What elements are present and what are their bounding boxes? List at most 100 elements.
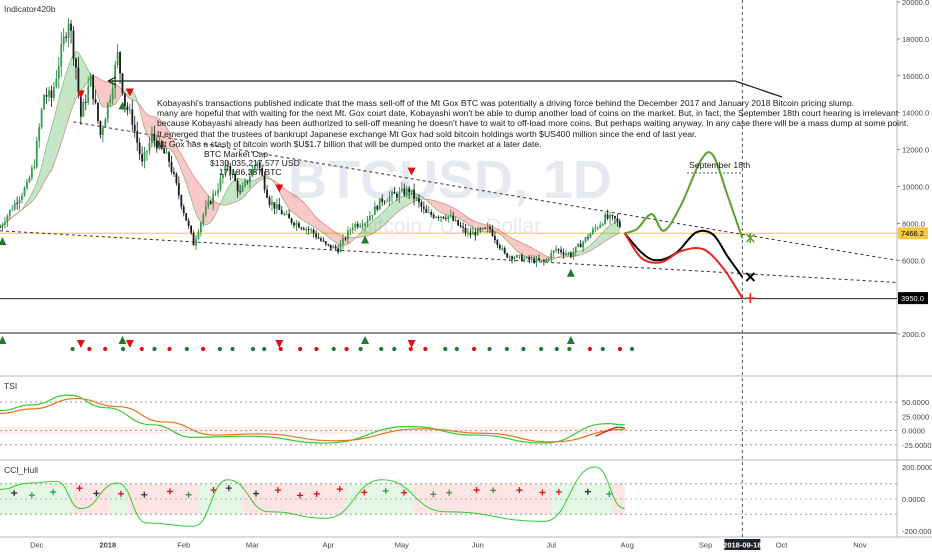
sell-signal-marker bbox=[275, 184, 284, 193]
candle-body bbox=[351, 227, 354, 230]
x-tick-label: Feb bbox=[177, 541, 190, 550]
cci-zone bbox=[0, 483, 72, 515]
candle-body bbox=[552, 250, 555, 254]
candle-body bbox=[222, 174, 224, 179]
x-tick-label: Mar bbox=[246, 541, 259, 550]
ma-band-segment bbox=[485, 224, 488, 233]
candle-body bbox=[449, 215, 452, 217]
ma-band-segment bbox=[580, 249, 584, 255]
candle-body bbox=[82, 101, 85, 117]
candle-body bbox=[153, 133, 156, 141]
candle-body bbox=[229, 166, 232, 175]
x-tick-label: Dec bbox=[30, 541, 44, 550]
annotation-text: Kobayashi's transactions published indic… bbox=[157, 98, 909, 149]
signal-dot bbox=[201, 346, 206, 352]
ma-band-segment bbox=[338, 233, 341, 246]
annotation-line: because Kobayashi already has been autho… bbox=[157, 118, 909, 129]
candle-body bbox=[271, 202, 273, 205]
cci-cross-marker bbox=[93, 490, 100, 497]
candle-body bbox=[530, 258, 533, 260]
candle-body bbox=[28, 178, 31, 183]
candle-body bbox=[486, 227, 489, 229]
sell-signal-marker bbox=[407, 167, 416, 176]
ma-band-segment bbox=[401, 195, 405, 209]
candle-body bbox=[4, 222, 6, 226]
candle-body bbox=[574, 246, 577, 253]
ma-band-segment bbox=[210, 197, 214, 223]
candle-body bbox=[177, 183, 180, 196]
trendline-lower bbox=[0, 230, 897, 283]
ma-band-segment bbox=[431, 199, 434, 208]
ma-band-segment bbox=[504, 233, 508, 241]
candle-body bbox=[11, 209, 14, 211]
candle-body bbox=[366, 220, 369, 224]
ma-band-segment bbox=[465, 215, 468, 225]
candle-body bbox=[89, 74, 92, 87]
candle-body bbox=[525, 256, 528, 259]
y-tick-label: 14000.0 bbox=[902, 109, 929, 118]
candle-body bbox=[452, 215, 455, 221]
candle-body bbox=[391, 192, 393, 197]
buy-signal-row-marker bbox=[118, 336, 127, 344]
signal-dot bbox=[298, 346, 303, 352]
ma-band-segment bbox=[372, 219, 375, 234]
candle-body bbox=[557, 249, 560, 251]
ma-band-segment bbox=[365, 225, 368, 237]
candle-body bbox=[57, 66, 60, 79]
tsi-tick-label: -25.0000 bbox=[902, 441, 932, 450]
candle-body bbox=[258, 162, 261, 169]
sell-signal-marker bbox=[125, 88, 134, 97]
candle-body bbox=[560, 249, 562, 253]
ma-band-segment bbox=[377, 215, 380, 231]
cci-zone bbox=[71, 483, 111, 515]
ma-band-segment bbox=[320, 221, 324, 234]
candle-body bbox=[506, 253, 509, 258]
y-tick-label: 6000.0 bbox=[902, 256, 925, 265]
candle-body bbox=[528, 256, 531, 260]
indicator-name: Indicator420b bbox=[4, 4, 56, 14]
ma-band-segment bbox=[392, 201, 395, 218]
ma-band-segment bbox=[438, 201, 441, 213]
ma-band-segment bbox=[303, 202, 307, 223]
ma-band-segment bbox=[367, 223, 370, 236]
candle-body bbox=[190, 225, 192, 233]
buy-signal-row-marker bbox=[361, 336, 370, 344]
ma-band-segment bbox=[516, 240, 520, 254]
candle-body bbox=[569, 253, 572, 257]
candle-body bbox=[204, 206, 207, 215]
candle-body bbox=[425, 208, 428, 213]
sell-signal-row-marker bbox=[125, 340, 134, 348]
ma-band-segment bbox=[36, 175, 40, 196]
x-tick-label: Apr bbox=[322, 541, 334, 550]
ma-band-segment bbox=[68, 59, 72, 119]
ma-band-segment bbox=[436, 201, 439, 212]
ma-band-segment bbox=[458, 210, 461, 220]
candle-body bbox=[315, 233, 317, 238]
signal-dot bbox=[379, 346, 384, 352]
candle-body bbox=[30, 167, 33, 179]
candle-body bbox=[87, 86, 90, 103]
ma-band-segment bbox=[85, 65, 89, 85]
candle-body bbox=[339, 243, 342, 253]
signal-dot bbox=[443, 346, 448, 352]
ma-band-segment bbox=[575, 251, 579, 257]
y-tick-label: 10000.0 bbox=[902, 183, 929, 192]
ma-band-segment bbox=[80, 56, 84, 92]
candle-body bbox=[376, 205, 379, 210]
ma-band-segment bbox=[389, 203, 392, 220]
candle-body bbox=[420, 202, 423, 207]
ma-band-segment bbox=[56, 99, 59, 158]
cci-zone bbox=[110, 483, 128, 515]
candle-body bbox=[104, 119, 107, 129]
ma-band-segment bbox=[308, 208, 312, 226]
candle-body bbox=[422, 206, 425, 209]
x-tick-label: Jul bbox=[546, 541, 556, 550]
ma-band-segment bbox=[196, 179, 199, 219]
ma-band-segment bbox=[311, 211, 314, 227]
ma-band-segment bbox=[543, 254, 547, 261]
ma-band-segment bbox=[298, 198, 302, 220]
cci-cross-marker bbox=[253, 490, 260, 497]
cci-cross-marker bbox=[76, 485, 83, 492]
candle-body bbox=[327, 244, 330, 246]
